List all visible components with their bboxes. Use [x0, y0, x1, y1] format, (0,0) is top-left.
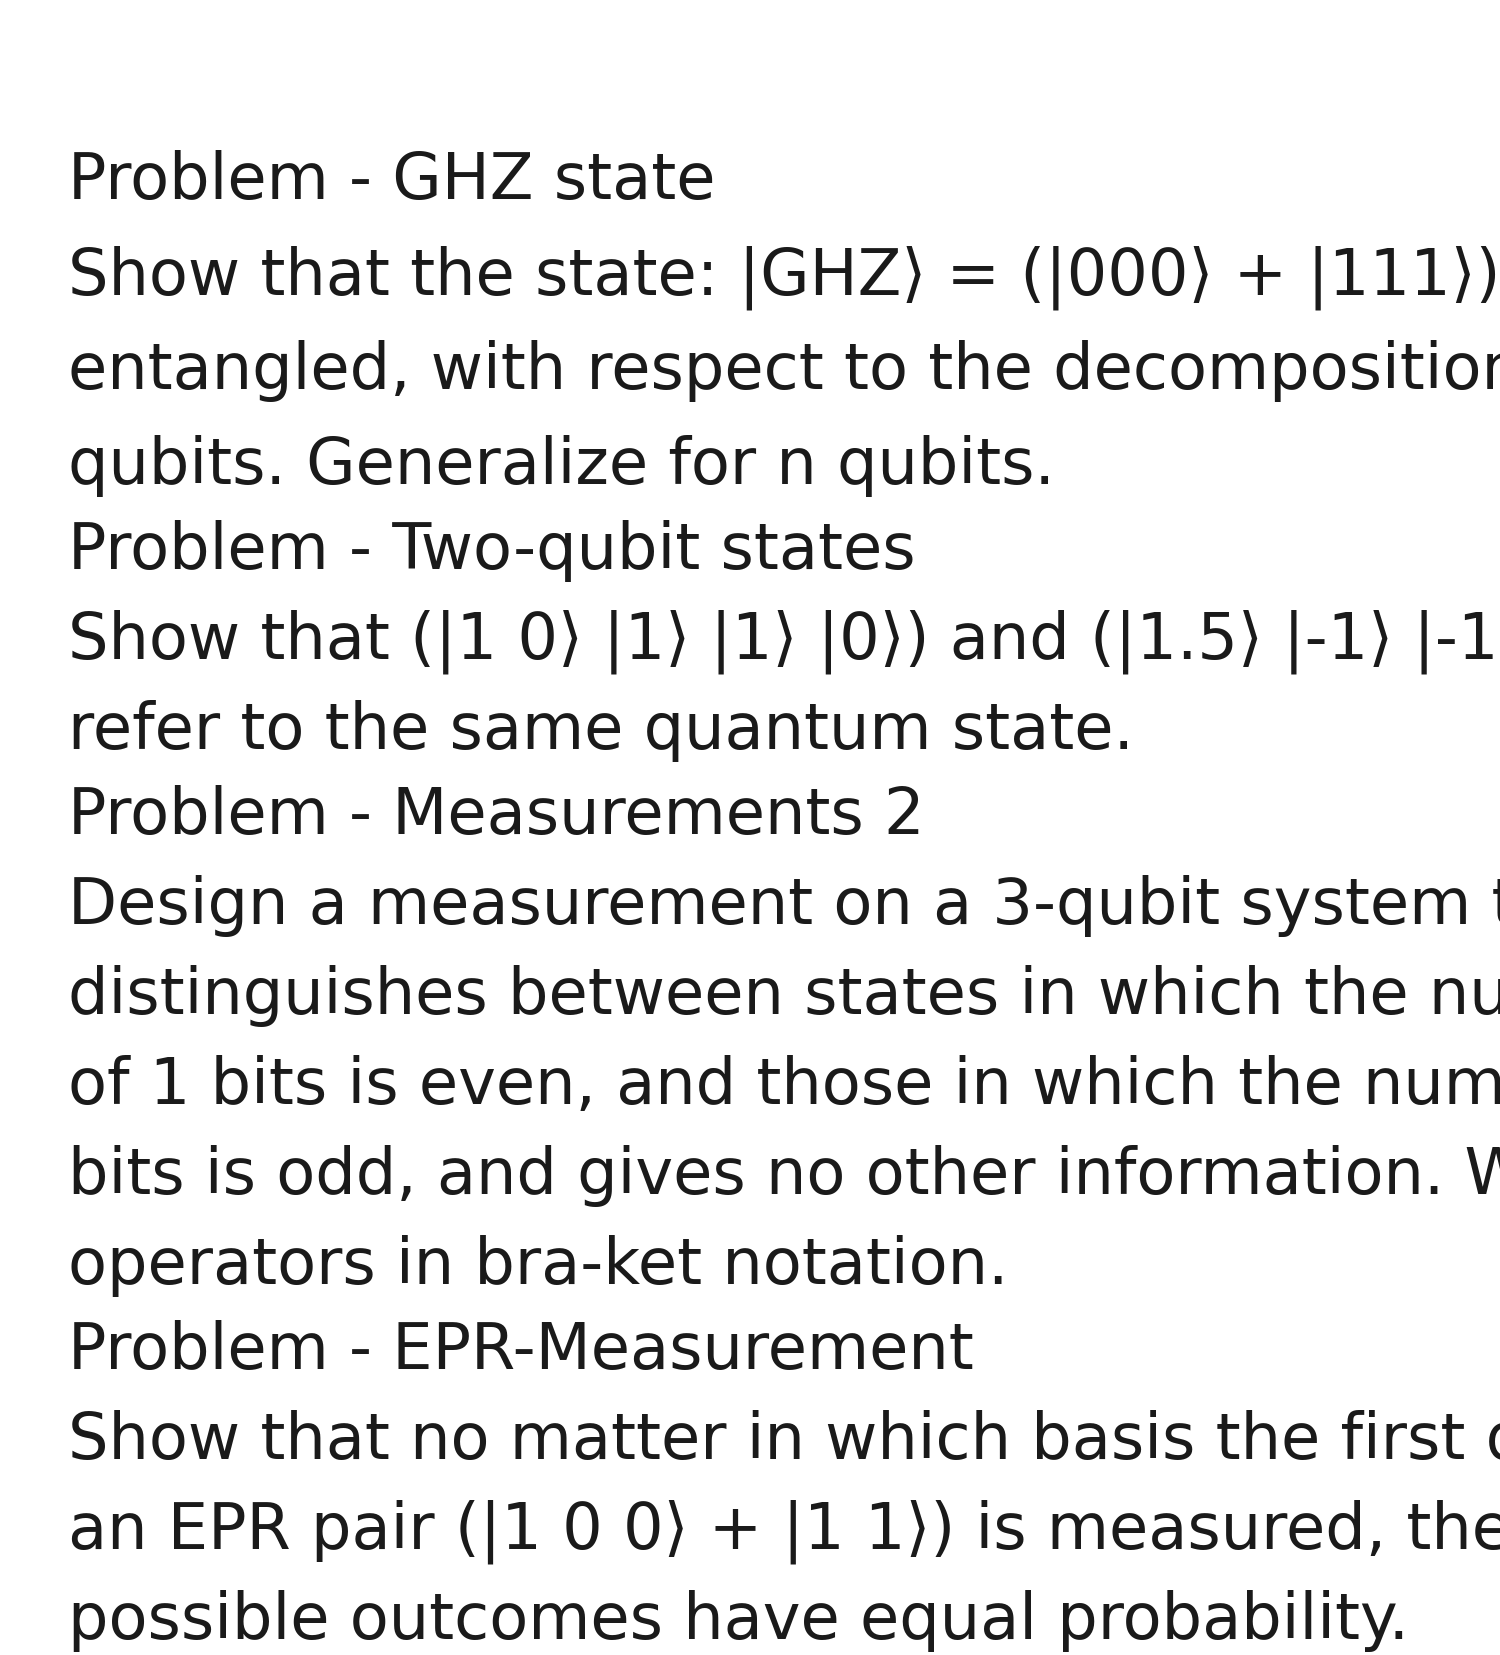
Text: bits is odd, and gives no other information. Write all: bits is odd, and gives no other informat… — [68, 1144, 1500, 1206]
Text: possible outcomes have equal probability.: possible outcomes have equal probability… — [68, 1589, 1408, 1652]
Text: operators in bra-ket notation.: operators in bra-ket notation. — [68, 1235, 1008, 1296]
Text: Problem - Two-qubit states: Problem - Two-qubit states — [68, 520, 915, 581]
Text: Problem - EPR-Measurement: Problem - EPR-Measurement — [68, 1319, 974, 1382]
Text: Problem - GHZ state: Problem - GHZ state — [68, 151, 716, 212]
Text: Problem - Measurements 2: Problem - Measurements 2 — [68, 784, 924, 846]
Text: an EPR pair (|1 0 0⟩ + |1 1⟩) is measured, the two: an EPR pair (|1 0 0⟩ + |1 1⟩) is measure… — [68, 1499, 1500, 1564]
Text: distinguishes between states in which the number: distinguishes between states in which th… — [68, 965, 1500, 1026]
Text: entangled, with respect to the decomposition into 3: entangled, with respect to the decomposi… — [68, 339, 1500, 402]
Text: qubits. Generalize for n qubits.: qubits. Generalize for n qubits. — [68, 435, 1054, 496]
Text: Design a measurement on a 3-qubit system that: Design a measurement on a 3-qubit system… — [68, 874, 1500, 937]
Text: Show that no matter in which basis the first qubit of: Show that no matter in which basis the f… — [68, 1408, 1500, 1471]
Text: refer to the same quantum state.: refer to the same quantum state. — [68, 700, 1134, 761]
Text: Show that the state: |GHZ⟩ = (|000⟩ + |111⟩) is: Show that the state: |GHZ⟩ = (|000⟩ + |1… — [68, 245, 1500, 309]
Text: Show that (|1 0⟩ |1⟩ |1⟩ |0⟩) and (|1.5⟩ |-1⟩ |-1⟩ |-3⟩): Show that (|1 0⟩ |1⟩ |1⟩ |0⟩) and (|1.5⟩… — [68, 609, 1500, 674]
Text: of 1 bits is even, and those in which the number of 1: of 1 bits is even, and those in which th… — [68, 1054, 1500, 1117]
